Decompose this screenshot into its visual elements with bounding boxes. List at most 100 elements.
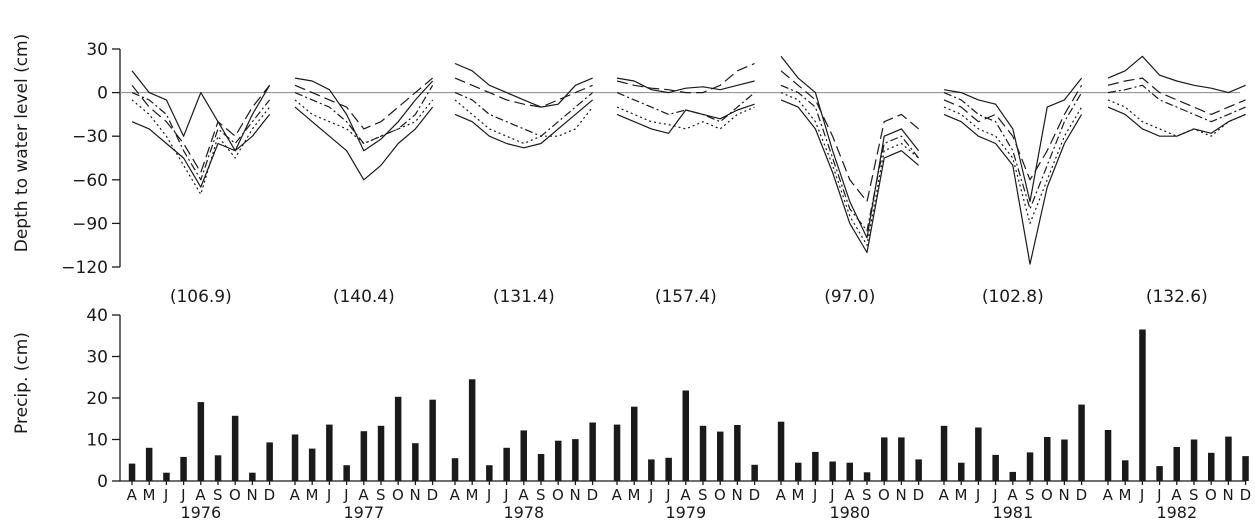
annual-total-1977: (140.4) — [333, 287, 395, 307]
year-label-1976: 1976 — [180, 503, 221, 522]
precip-bar-1976-6 — [214, 455, 222, 481]
water-level-line-5-1982 — [1107, 106, 1246, 137]
month-label: M — [954, 486, 967, 504]
precip-bar-1978-1 — [451, 458, 459, 481]
water-level-line-5-1979 — [616, 103, 755, 134]
precip-bar-1982-8 — [1225, 436, 1232, 481]
month-label: J — [1156, 486, 1162, 504]
month-label: D — [587, 486, 599, 504]
month-label: M — [142, 486, 155, 504]
water-level-tick-label: −60 — [72, 171, 108, 191]
precip-bar-1982-3 — [1139, 329, 1146, 481]
precip-bar-1980-9 — [915, 459, 922, 481]
annual-total-1980: (97.0) — [824, 287, 875, 307]
precip-bar-1976-2 — [145, 447, 153, 481]
precip-bar-1980-6 — [863, 472, 871, 481]
precip-bar-1981-9 — [1078, 404, 1085, 481]
month-label: A — [1103, 486, 1114, 504]
month-label: D — [913, 486, 925, 504]
water-level-tick-label: −90 — [72, 214, 108, 234]
month-label: N — [247, 486, 259, 504]
month-label: S — [862, 486, 872, 504]
month-label: J — [992, 486, 998, 504]
precip-bar-1977-7 — [394, 396, 402, 481]
water-level-line-4-1976 — [131, 99, 271, 195]
precip-bar-1980-2 — [795, 462, 802, 481]
month-label: J — [812, 486, 818, 504]
precip-bar-1979-2 — [631, 406, 638, 481]
month-label: J — [343, 486, 349, 504]
month-label: D — [427, 486, 439, 504]
water-level-line-3-1976 — [131, 92, 271, 181]
water-level-tick-label: −120 — [61, 258, 108, 278]
water-level-line-1-1981 — [943, 77, 1083, 203]
water-level-line-2-1981 — [943, 84, 1083, 181]
month-label: A — [844, 486, 855, 504]
water-level-line-4-1980 — [780, 92, 919, 246]
month-label: J — [1139, 486, 1145, 504]
precip-y-axis-label: Precip. (cm) — [12, 332, 32, 434]
precip-bar-1979-4 — [665, 457, 672, 481]
month-label: A — [1171, 486, 1182, 504]
month-label: N — [732, 486, 744, 504]
precip-bar-1978-7 — [555, 440, 562, 481]
month-label: O — [1205, 486, 1217, 504]
precip-bar-1981-3 — [975, 427, 982, 481]
month-label: A — [612, 486, 623, 504]
year-label-1978: 1978 — [503, 503, 544, 522]
precip-bar-1978-2 — [468, 379, 476, 481]
month-label: D — [1240, 486, 1252, 504]
water-level-line-4-1978 — [454, 99, 594, 145]
water-level-line-1-1978 — [454, 62, 593, 108]
precip-tick-label: 40 — [86, 306, 108, 326]
precip-bar-1976-7 — [231, 415, 239, 481]
water-level-line-3-1977 — [294, 84, 434, 145]
water-level-line-1-1979 — [616, 77, 755, 94]
month-label: A — [1007, 486, 1018, 504]
month-label: J — [665, 486, 671, 504]
annual-total-1976: (106.9) — [170, 287, 232, 307]
month-label: N — [410, 486, 422, 504]
month-label: J — [163, 486, 169, 504]
month-label: O — [229, 486, 241, 504]
water-level-line-1-1980 — [780, 55, 920, 239]
month-label: A — [776, 486, 787, 504]
year-label-1979: 1979 — [665, 503, 706, 522]
month-label: A — [358, 486, 369, 504]
water-level-line-5-1977 — [294, 106, 434, 181]
precip-tick-label: 10 — [86, 431, 108, 451]
month-label: O — [1041, 486, 1053, 504]
precip-bar-1976-3 — [163, 472, 170, 481]
precip-bar-1979-5 — [682, 390, 689, 481]
precip-bar-1979-8 — [734, 425, 741, 481]
precip-bars — [128, 329, 1249, 482]
month-label: D — [749, 486, 761, 504]
water-level-line-3-1979 — [616, 92, 755, 123]
precip-bar-1979-3 — [648, 459, 655, 481]
water-level-line-2-1977 — [294, 77, 433, 130]
month-label: A — [450, 486, 461, 504]
precip-bar-1977-2 — [308, 448, 316, 481]
precip-tick-label: 30 — [86, 348, 108, 368]
month-label: O — [392, 486, 404, 504]
precip-bar-1982-5 — [1173, 447, 1180, 481]
year-label-1981: 1981 — [992, 503, 1033, 522]
month-label: N — [1223, 486, 1235, 504]
precip-bar-1982-1 — [1104, 430, 1112, 481]
precip-bar-1979-1 — [613, 424, 621, 481]
month-label: S — [698, 486, 708, 504]
precip-tick-label: 20 — [86, 389, 108, 409]
month-label: S — [376, 486, 386, 504]
month-label: S — [1025, 486, 1035, 504]
water-level-line-5-1978 — [454, 99, 593, 149]
water-level-line-4-1981 — [943, 106, 1083, 224]
precip-bar-1977-8 — [412, 443, 419, 481]
precip-tick-label: 0 — [97, 472, 108, 492]
precip-bar-1980-5 — [846, 462, 853, 481]
water-level-lines — [131, 55, 1246, 265]
water-level-line-3-1978 — [454, 92, 593, 137]
precip-bar-1977-9 — [429, 399, 436, 481]
precip-bar-1977-6 — [377, 425, 385, 481]
month-label: N — [570, 486, 582, 504]
